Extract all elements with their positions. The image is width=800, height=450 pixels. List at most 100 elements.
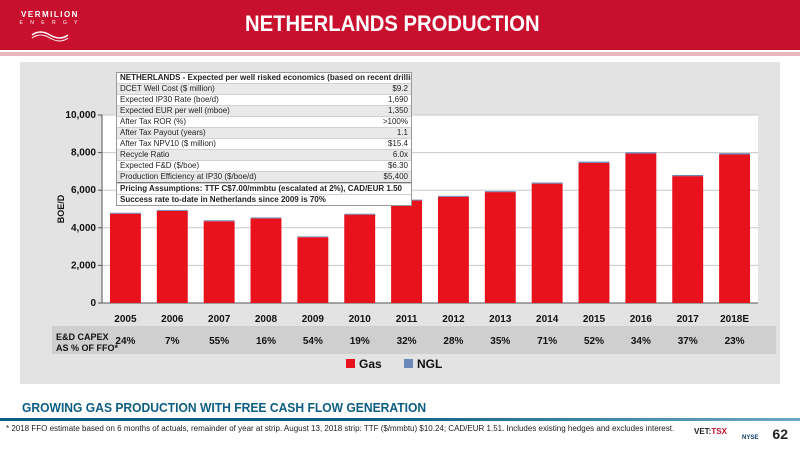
x-tick-label: 2005 (114, 314, 137, 325)
bar-gas (719, 154, 751, 303)
economics-table-title: NETHERLANDS - Expected per well risked e… (120, 73, 411, 82)
capex-value: 34% (631, 336, 651, 347)
economics-table: NETHERLANDS - Expected per well risked e… (116, 72, 412, 206)
bar-gas (391, 200, 423, 303)
bar-ngl (531, 182, 563, 184)
footnote: * 2018 FFO estimate based on 6 months of… (6, 424, 675, 433)
bar-ngl (297, 236, 329, 238)
economics-row-value: $15.4 (387, 139, 408, 148)
economics-row-label: Expected EUR per well (mboe) (120, 106, 230, 115)
x-tick-label: 2007 (208, 314, 231, 325)
bar-ngl (156, 209, 188, 211)
economics-table-row: Expected EUR per well (mboe) 1,350 (117, 105, 411, 116)
exchange-listing: VET:TSX NYSE (694, 427, 758, 441)
capex-value: 55% (209, 336, 229, 347)
economics-table-row: After Tax NPV10 ($ million) $15.4 (117, 138, 411, 149)
y-tick-label: 4,000 (71, 223, 96, 234)
economics-table-row: Expected IP30 Rate (boe/d) 1,690 (117, 94, 411, 105)
legend-label-ngl: NGL (417, 357, 442, 371)
capex-value: 19% (350, 336, 370, 347)
bar-ngl (250, 217, 282, 219)
bar-ngl (109, 212, 141, 214)
economics-row-label: After Tax Payout (years) (120, 128, 206, 137)
economics-row-label: Recycle Ratio (120, 150, 170, 159)
x-tick-label: 2018E (720, 314, 749, 325)
economics-table-note: Success rate to-date in Netherlands sinc… (117, 194, 411, 205)
bar-gas (203, 221, 235, 303)
x-tick-label: 2011 (396, 314, 418, 325)
page-title: NETHERLANDS PRODUCTION (245, 11, 540, 36)
capex-value: 16% (256, 336, 276, 347)
logo-line2: E N E R G Y (19, 20, 81, 26)
bar-ngl (484, 191, 516, 193)
economics-table-row: After Tax ROR (%) >100% (117, 116, 411, 127)
x-tick-label: 2012 (442, 314, 465, 325)
bar-ngl (437, 195, 469, 197)
logo-wave-icon (31, 31, 69, 42)
economics-table-row: DCET Well Cost ($ million) $9.2 (117, 83, 411, 94)
y-tick-label: 0 (90, 298, 96, 309)
economics-row-value: $5,400 (383, 172, 408, 181)
x-tick-label: 2008 (255, 314, 278, 325)
bar-gas (578, 162, 610, 303)
legend-swatch-ngl (404, 359, 413, 368)
bar-gas (297, 237, 329, 303)
y-tick-label: 6,000 (71, 185, 96, 196)
economics-table-notes: Pricing Assumptions: TTF C$7.00/mmbtu (e… (117, 182, 411, 205)
capex-value: 54% (303, 336, 323, 347)
y-axis-label: BOE/D (56, 194, 66, 223)
economics-table-note: Pricing Assumptions: TTF C$7.00/mmbtu (e… (117, 183, 411, 194)
economics-row-label: After Tax ROR (%) (120, 117, 187, 126)
x-tick-label: 2013 (489, 314, 512, 325)
capex-label-line1: E&D CAPEX (56, 332, 109, 342)
capex-value: 37% (678, 336, 698, 347)
economics-row-value: 1.1 (396, 128, 408, 137)
legend-swatch-gas (346, 359, 355, 368)
bar-gas (625, 153, 657, 303)
bar-gas (109, 213, 141, 303)
nyse-logo: NYSE (742, 435, 759, 441)
economics-row-value: 6.0x (392, 150, 408, 159)
economics-table-row: After Tax Payout (years) 1.1 (117, 127, 411, 138)
economics-row-value: $6.30 (387, 161, 408, 170)
capex-value: 28% (443, 336, 463, 347)
y-tick-label: 8,000 (71, 148, 96, 159)
capex-value: 32% (397, 336, 417, 347)
page-number: 62 (772, 426, 788, 442)
header-divider (0, 50, 800, 56)
capex-value: 52% (584, 336, 604, 347)
bar-gas (156, 210, 188, 303)
economics-row-value: 1,690 (387, 95, 408, 104)
tsx-logo: TSX (711, 427, 727, 436)
capex-label-line2: AS % OF FFO* (56, 343, 119, 353)
x-tick-label: 2016 (630, 314, 653, 325)
capex-value: 35% (490, 336, 510, 347)
economics-row-label: Production Efficiency at IP30 ($/boe/d) (120, 172, 257, 181)
economics-table-rows: DCET Well Cost ($ million) $9.2 Expected I… (117, 83, 411, 182)
bar-gas (484, 192, 516, 303)
capex-label: E&D CAPEX AS % OF FFO* (56, 332, 118, 354)
economics-table-row: Recycle Ratio 6.0x (117, 149, 411, 160)
bar-ngl (625, 152, 657, 154)
economics-row-label: DCET Well Cost ($ million) (120, 84, 215, 93)
bar-gas (344, 214, 376, 303)
economics-table-row: Production Efficiency at IP30 ($/boe/d) $… (117, 171, 411, 182)
logo-line1: VERMILION (21, 10, 79, 19)
bar-ngl (344, 213, 376, 215)
bar-ngl (578, 161, 610, 163)
y-tick-label: 2,000 (71, 260, 96, 271)
y-tick-label: 10,000 (65, 110, 96, 121)
capex-value: 71% (537, 336, 557, 347)
economics-row-label: Expected IP30 Rate (boe/d) (120, 95, 219, 104)
capex-value: 7% (165, 336, 180, 347)
economics-row-value: 1,350 (387, 106, 408, 115)
x-tick-label: 2014 (536, 314, 559, 325)
x-tick-label: 2015 (583, 314, 606, 325)
capex-value: 23% (725, 336, 745, 347)
bar-ngl (672, 174, 704, 177)
bar-ngl (203, 220, 235, 222)
economics-row-label: Expected F&D ($/boe) (120, 161, 200, 170)
x-tick-label: 2017 (677, 314, 700, 325)
x-tick-label: 2010 (349, 314, 372, 325)
header-bar: VERMILION E N E R G Y NETHERLANDS PRODUC… (0, 0, 800, 50)
